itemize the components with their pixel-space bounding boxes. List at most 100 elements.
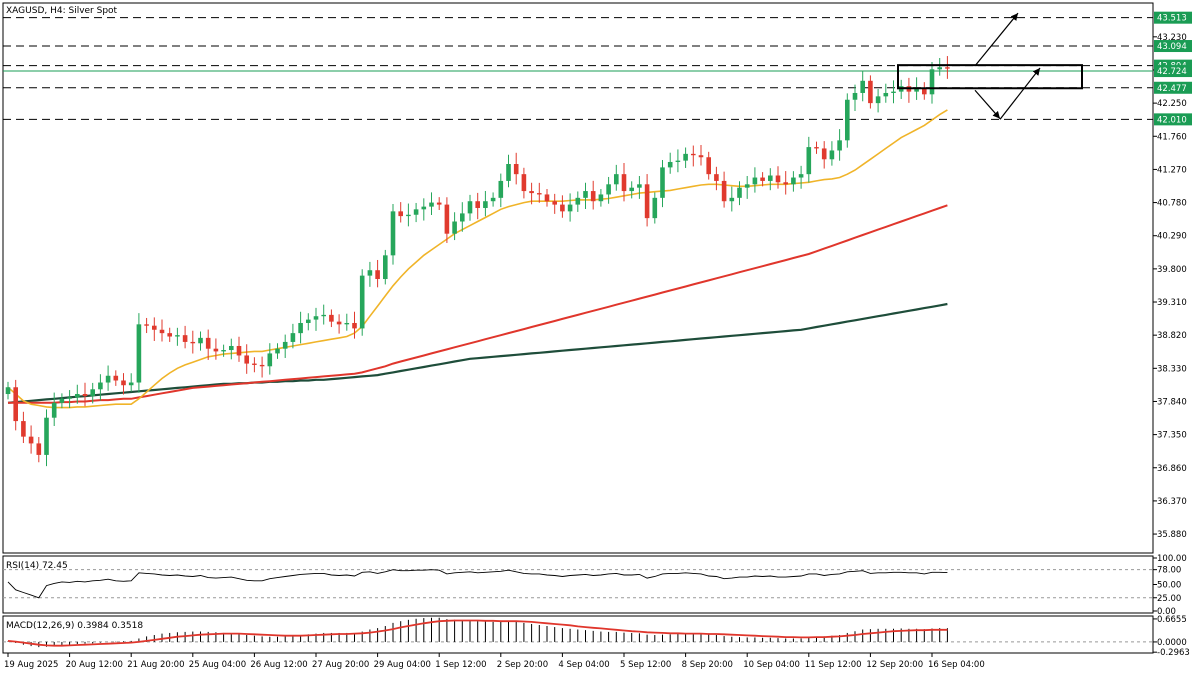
candle-body — [36, 443, 42, 455]
price-tick-label: 36.860 — [1157, 464, 1187, 474]
candle-body — [367, 270, 373, 276]
candle — [213, 338, 219, 360]
candle-body — [221, 350, 226, 352]
candle-body — [213, 348, 219, 352]
macd-tick-label: -0.2963 — [1157, 648, 1190, 658]
candle-body — [868, 80, 873, 104]
candle — [929, 61, 935, 104]
candle-body — [359, 275, 365, 329]
candle-body — [413, 209, 419, 215]
candle — [629, 181, 634, 199]
candle — [121, 373, 126, 395]
candle-body — [336, 321, 342, 325]
candle-body — [721, 180, 727, 202]
candle-body — [98, 382, 103, 390]
candle-body — [121, 380, 126, 386]
macd-signal-line — [7, 619, 948, 647]
candle — [82, 382, 88, 407]
candle — [760, 172, 765, 187]
candle-body — [267, 353, 273, 367]
candle — [244, 344, 249, 374]
candle — [660, 160, 665, 208]
candle-body — [621, 174, 627, 192]
candle — [621, 162, 627, 202]
candle — [475, 192, 480, 220]
candle — [436, 197, 442, 211]
time-tick-label: 5 Sep 12:00 — [620, 660, 671, 670]
candle — [229, 338, 234, 360]
candle — [644, 174, 650, 227]
candle — [768, 168, 773, 191]
price-panel[interactable] — [3, 12, 1153, 467]
candle-body — [506, 164, 511, 181]
candle — [313, 307, 319, 331]
panel-frame-2 — [2, 615, 1154, 654]
pullback-down-arrow — [974, 89, 1001, 120]
candle — [51, 392, 57, 427]
candle-body — [706, 157, 711, 175]
candle-body — [737, 187, 742, 198]
candle — [429, 192, 434, 215]
candle-body — [383, 255, 388, 280]
candle — [706, 151, 711, 180]
candle-body — [652, 197, 658, 219]
candle — [637, 175, 642, 199]
rsi-panel[interactable] — [3, 569, 1153, 599]
candle-body — [667, 161, 673, 168]
level-price-box — [1154, 81, 1192, 94]
candle-body — [51, 402, 57, 418]
candle-body — [575, 197, 581, 205]
candle-body — [21, 421, 26, 437]
candle-body — [152, 325, 157, 330]
candle-body — [436, 202, 442, 205]
candle-body — [683, 153, 688, 161]
panel-frame-0 — [2, 2, 1154, 554]
time-tick-label: 27 Aug 20:00 — [312, 660, 369, 670]
candle — [891, 80, 896, 104]
candle — [752, 167, 758, 193]
candle — [113, 370, 119, 386]
candle — [198, 331, 203, 351]
candle-body — [929, 69, 935, 95]
macd-tick-label: 0.6655 — [1157, 615, 1187, 625]
candle — [290, 323, 296, 349]
candle — [367, 261, 373, 287]
candle — [937, 57, 942, 76]
candle-body — [783, 182, 788, 185]
candle — [167, 327, 172, 342]
rsi-title: RSI(14) 72.45 — [6, 561, 68, 571]
candle — [105, 365, 111, 391]
candle-body — [860, 80, 865, 93]
candle — [560, 195, 565, 218]
candle — [236, 336, 242, 362]
candle-body — [182, 335, 188, 342]
candle — [698, 144, 704, 166]
candle-body — [205, 337, 211, 349]
candle — [575, 191, 581, 212]
candle-body — [498, 180, 504, 198]
rsi-tick-label: 50.00 — [1157, 581, 1181, 591]
candle — [544, 189, 550, 207]
sma-mid-line — [8, 204, 948, 404]
candle — [806, 136, 812, 183]
macd-tick-label: 0.0000 — [1157, 638, 1187, 648]
candle-body — [552, 201, 557, 205]
time-tick-label: 29 Aug 04:00 — [374, 660, 431, 670]
candle-body — [467, 201, 473, 214]
candle-body — [606, 184, 611, 195]
candle-body — [752, 177, 758, 185]
macd-panel[interactable] — [3, 617, 1153, 648]
time-tick-label: 12 Sep 20:00 — [866, 660, 923, 670]
candle — [737, 181, 742, 206]
panel-frame-1 — [2, 555, 1154, 614]
price-tick-label: 38.820 — [1157, 331, 1187, 341]
candle-body — [891, 91, 896, 93]
level-price-label: 42.010 — [1157, 115, 1187, 125]
candle-body — [922, 87, 927, 95]
candle-body — [406, 214, 411, 217]
candle — [90, 382, 95, 404]
price-tick-label: 41.760 — [1157, 132, 1187, 142]
candle-body — [744, 184, 750, 188]
candle-body — [875, 96, 881, 104]
candle — [259, 356, 265, 378]
